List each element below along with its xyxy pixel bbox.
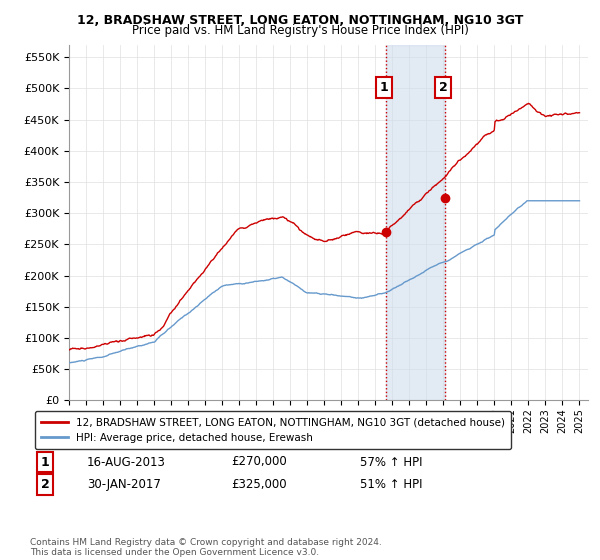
Text: 16-AUG-2013: 16-AUG-2013 — [87, 455, 166, 469]
Text: 12, BRADSHAW STREET, LONG EATON, NOTTINGHAM, NG10 3GT: 12, BRADSHAW STREET, LONG EATON, NOTTING… — [77, 14, 523, 27]
Text: 2: 2 — [439, 81, 448, 94]
Text: £270,000: £270,000 — [231, 455, 287, 469]
Text: 51% ↑ HPI: 51% ↑ HPI — [360, 478, 422, 491]
Text: £325,000: £325,000 — [231, 478, 287, 491]
Text: Contains HM Land Registry data © Crown copyright and database right 2024.
This d: Contains HM Land Registry data © Crown c… — [30, 538, 382, 557]
Text: 57% ↑ HPI: 57% ↑ HPI — [360, 455, 422, 469]
Legend: 12, BRADSHAW STREET, LONG EATON, NOTTINGHAM, NG10 3GT (detached house), HPI: Ave: 12, BRADSHAW STREET, LONG EATON, NOTTING… — [35, 411, 511, 449]
Text: Price paid vs. HM Land Registry's House Price Index (HPI): Price paid vs. HM Land Registry's House … — [131, 24, 469, 36]
Text: 1: 1 — [41, 455, 49, 469]
Text: 1: 1 — [380, 81, 389, 94]
Bar — [386, 45, 445, 400]
Text: 30-JAN-2017: 30-JAN-2017 — [87, 478, 161, 491]
Text: 2: 2 — [41, 478, 49, 491]
